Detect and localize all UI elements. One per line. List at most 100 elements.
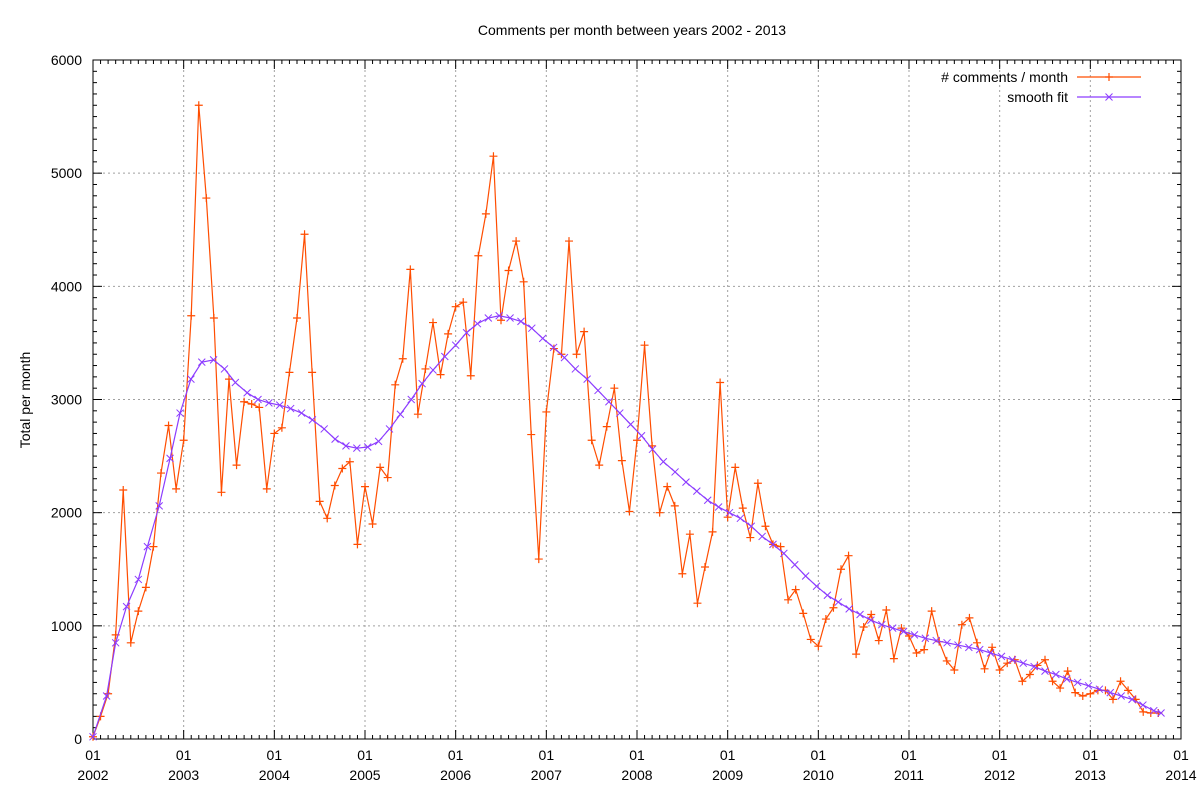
data-point-plus: [240, 397, 249, 406]
data-point-cross: [954, 641, 962, 649]
y-tick-label: 5000: [51, 165, 82, 181]
data-point-plus: [625, 507, 634, 516]
data-point-cross: [231, 378, 240, 387]
data-point-cross: [659, 457, 668, 466]
data-point-plus: [957, 620, 966, 629]
x-tick-year-label: 2005: [349, 767, 380, 783]
data-point-cross: [451, 341, 460, 350]
data-point-plus: [580, 327, 589, 336]
data-point-cross: [736, 514, 745, 523]
data-point-plus: [225, 375, 233, 384]
data-point-cross: [747, 522, 756, 531]
data-point-plus: [784, 595, 793, 604]
data-point-plus: [1041, 655, 1049, 664]
data-point-plus: [670, 501, 679, 510]
data-point-cross: [867, 616, 875, 625]
data-point-plus: [1071, 688, 1080, 697]
data-point-cross: [166, 454, 174, 463]
data-point-plus: [837, 565, 845, 574]
data-point-cross: [484, 314, 493, 322]
x-tick-month-label: 01: [539, 747, 555, 763]
data-point-cross: [834, 598, 843, 606]
data-point-plus: [308, 368, 317, 377]
data-point-plus: [980, 664, 989, 673]
data-point-cross: [440, 352, 449, 361]
data-point-cross: [102, 692, 111, 700]
data-point-plus: [285, 368, 294, 377]
data-point-plus: [572, 350, 581, 359]
data-point-cross: [888, 624, 897, 632]
x-tick-month-label: 01: [267, 747, 283, 763]
data-point-plus: [413, 410, 422, 419]
data-point-cross: [1139, 701, 1147, 709]
data-point-plus: [512, 237, 521, 246]
data-point-plus: [1109, 695, 1117, 704]
y-tick-label: 6000: [51, 52, 82, 68]
data-point-cross: [725, 508, 734, 517]
data-point-cross: [275, 401, 284, 410]
x-tick-year-label: 2006: [440, 767, 471, 783]
x-tick-month-label: 01: [176, 747, 192, 763]
data-point-plus: [874, 636, 883, 645]
x-tick-year-label: 2008: [621, 767, 652, 783]
data-point-cross: [758, 532, 766, 541]
data-point-plus: [791, 585, 800, 594]
data-point-plus: [889, 654, 898, 663]
data-point-cross: [637, 431, 646, 440]
data-point-plus: [1003, 659, 1012, 668]
data-point-cross: [176, 409, 184, 417]
data-point-plus: [746, 533, 755, 542]
data-point-plus: [829, 603, 838, 612]
x-tick-month-label: 01: [629, 747, 645, 763]
data-point-cross: [527, 324, 536, 333]
data-point-plus: [451, 302, 460, 311]
data-point-cross: [286, 404, 295, 413]
data-point-cross: [856, 610, 864, 619]
data-point-plus: [640, 341, 649, 350]
data-point-cross: [899, 627, 908, 636]
data-point-plus: [247, 400, 256, 409]
data-point-plus: [776, 542, 785, 551]
data-point-plus: [466, 371, 475, 380]
data-point-cross: [780, 549, 788, 558]
x-tick-year-label: 2012: [984, 767, 1015, 783]
y-tick-label: 0: [74, 731, 82, 747]
data-point-cross: [1095, 685, 1104, 694]
data-point-cross: [89, 732, 97, 741]
data-point-plus: [134, 607, 143, 616]
data-point-cross: [921, 634, 930, 643]
data-point-cross: [1106, 688, 1115, 697]
data-point-cross: [1052, 670, 1060, 679]
data-point-plus: [973, 638, 981, 647]
y-tick-label: 2000: [51, 505, 82, 521]
data-point-cross: [560, 353, 569, 362]
data-point-plus: [345, 457, 354, 466]
series-line-smooth: [92, 315, 1162, 737]
data-point-plus: [1056, 684, 1065, 693]
data-point-cross: [1084, 681, 1093, 690]
data-point-plus: [988, 643, 997, 652]
data-point-cross: [877, 620, 886, 629]
axes: 0 1000 2000 3000 4000 5000 6000 01 2002 01 2003 01 2…: [51, 52, 1197, 783]
data-point-plus: [1139, 707, 1148, 716]
data-point-cross: [648, 445, 657, 454]
series-line-comments: [92, 105, 1159, 737]
x-tick-month-label: 01: [901, 747, 917, 763]
data-point-cross: [418, 379, 426, 388]
data-point-plus: [104, 689, 113, 698]
data-point-cross: [692, 487, 701, 496]
data-point-plus: [602, 422, 611, 431]
data-point-plus: [489, 152, 498, 161]
data-point-cross: [342, 442, 350, 450]
data-point-cross: [134, 575, 143, 584]
data-point-plus: [701, 562, 709, 571]
y-tick-label: 4000: [51, 278, 82, 294]
data-point-cross: [583, 375, 591, 383]
x-tick-year-label: 2004: [259, 767, 290, 783]
data-point-plus: [844, 551, 853, 560]
data-point-plus: [338, 464, 347, 473]
data-point-plus: [293, 314, 301, 323]
data-point-plus: [504, 266, 513, 275]
data-point-cross: [143, 542, 152, 551]
data-point-cross: [714, 503, 723, 511]
